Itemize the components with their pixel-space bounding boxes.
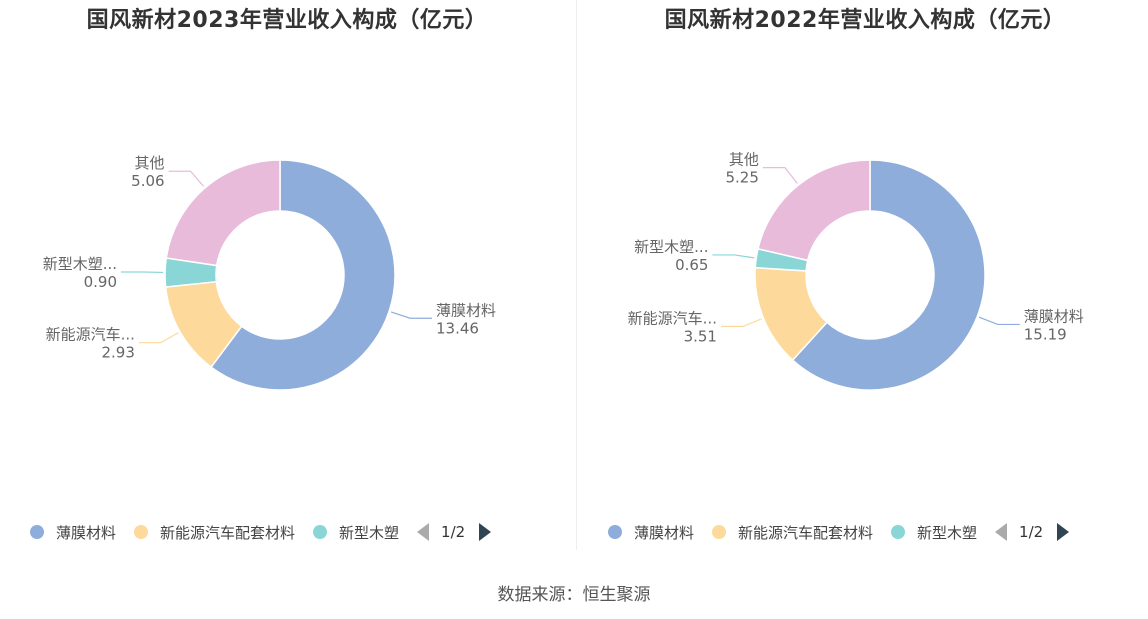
- panel-divider: [576, 0, 577, 550]
- chart-panel-2023: 国风新材2023年营业收入构成（亿元） 薄膜材料 13.46 新能源汽车... 2.9…: [0, 0, 574, 550]
- arrow-left-icon[interactable]: [417, 523, 430, 541]
- pie-slice-film[interactable]: [791, 159, 986, 391]
- legend-label: 新型木塑: [917, 523, 978, 542]
- slice-value-other: 5.25: [725, 169, 758, 187]
- legend-dot: [30, 525, 44, 539]
- legend-item-wood-plastic[interactable]: 新型木塑: [891, 522, 977, 543]
- arrow-left-icon[interactable]: [995, 523, 1008, 541]
- legend-pager: 1/2: [995, 523, 1070, 541]
- slice-label-other: 其他: [135, 154, 165, 172]
- leader-line-film: [978, 316, 1020, 326]
- legend-page-number: 1/2: [441, 523, 466, 541]
- slice-label-film: 薄膜材料: [1024, 307, 1084, 325]
- slice-label-wood-plastic: 新型木塑...: [634, 238, 708, 256]
- slice-value-wood-plastic: 0.65: [675, 256, 708, 274]
- legend-label: 新能源汽车配套材料: [738, 523, 874, 542]
- legend-item-wood-plastic[interactable]: 新型木塑: [313, 522, 399, 543]
- legend-item-film[interactable]: 薄膜材料: [608, 522, 694, 543]
- leader-line-other: [168, 170, 205, 187]
- slice-value-ev-materials: 3.51: [684, 327, 717, 345]
- slice-value-wood-plastic: 0.90: [84, 273, 117, 291]
- legend-item-ev-materials[interactable]: 新能源汽车配套材料: [134, 522, 295, 543]
- pie-slice-film[interactable]: [210, 159, 396, 391]
- chart-panel-2022: 国风新材2022年营业收入构成（亿元） 薄膜材料 15.19 新能源汽车... 3.5…: [578, 0, 1148, 550]
- leader-line-film: [390, 311, 432, 319]
- pie-slice-other[interactable]: [757, 159, 871, 262]
- leader-line-wood-plastic: [712, 254, 755, 259]
- legend-page-number: 1/2: [1019, 523, 1044, 541]
- slice-value-ev-materials: 2.93: [101, 344, 134, 362]
- slice-label-ev-materials: 新能源汽车...: [628, 309, 717, 327]
- legend-label: 薄膜材料: [56, 523, 117, 542]
- legend-dot: [712, 525, 727, 539]
- slice-value-other: 5.06: [131, 172, 164, 190]
- slice-label-ev-materials: 新能源汽车...: [46, 326, 135, 344]
- pie-slice-other[interactable]: [165, 159, 281, 267]
- leader-line-ev-materials: [720, 318, 762, 327]
- slice-value-film: 15.19: [1024, 325, 1067, 343]
- arrow-right-icon[interactable]: [1057, 523, 1070, 541]
- legend: 薄膜材料 新能源汽车配套材料 新型木塑 1/2: [608, 518, 1070, 546]
- legend-dot: [134, 525, 149, 539]
- legend-dot: [891, 525, 906, 539]
- slice-label-wood-plastic: 新型木塑...: [43, 255, 117, 273]
- chart-title: 国风新材2023年营业收入构成（亿元）: [86, 8, 488, 33]
- legend-dot: [313, 525, 328, 539]
- legend-label: 薄膜材料: [634, 523, 695, 542]
- arrow-right-icon[interactable]: [479, 523, 492, 541]
- leader-line-ev-materials: [138, 332, 179, 344]
- slice-label-other: 其他: [729, 151, 759, 169]
- legend-label: 新能源汽车配套材料: [160, 523, 296, 542]
- leader-line-other: [762, 167, 798, 184]
- slice-label-film: 薄膜材料: [436, 301, 496, 319]
- data-source: 数据来源：恒生聚源: [497, 585, 651, 605]
- legend-item-film[interactable]: 薄膜材料: [30, 522, 116, 543]
- legend-dot: [608, 525, 622, 539]
- legend-item-ev-materials[interactable]: 新能源汽车配套材料: [712, 522, 873, 543]
- slice-value-film: 13.46: [436, 319, 479, 337]
- legend: 薄膜材料 新能源汽车配套材料 新型木塑 1/2: [30, 518, 492, 546]
- chart-title: 国风新材2022年营业收入构成（亿元）: [664, 8, 1066, 33]
- legend-label: 新型木塑: [339, 523, 400, 542]
- legend-pager: 1/2: [417, 523, 492, 541]
